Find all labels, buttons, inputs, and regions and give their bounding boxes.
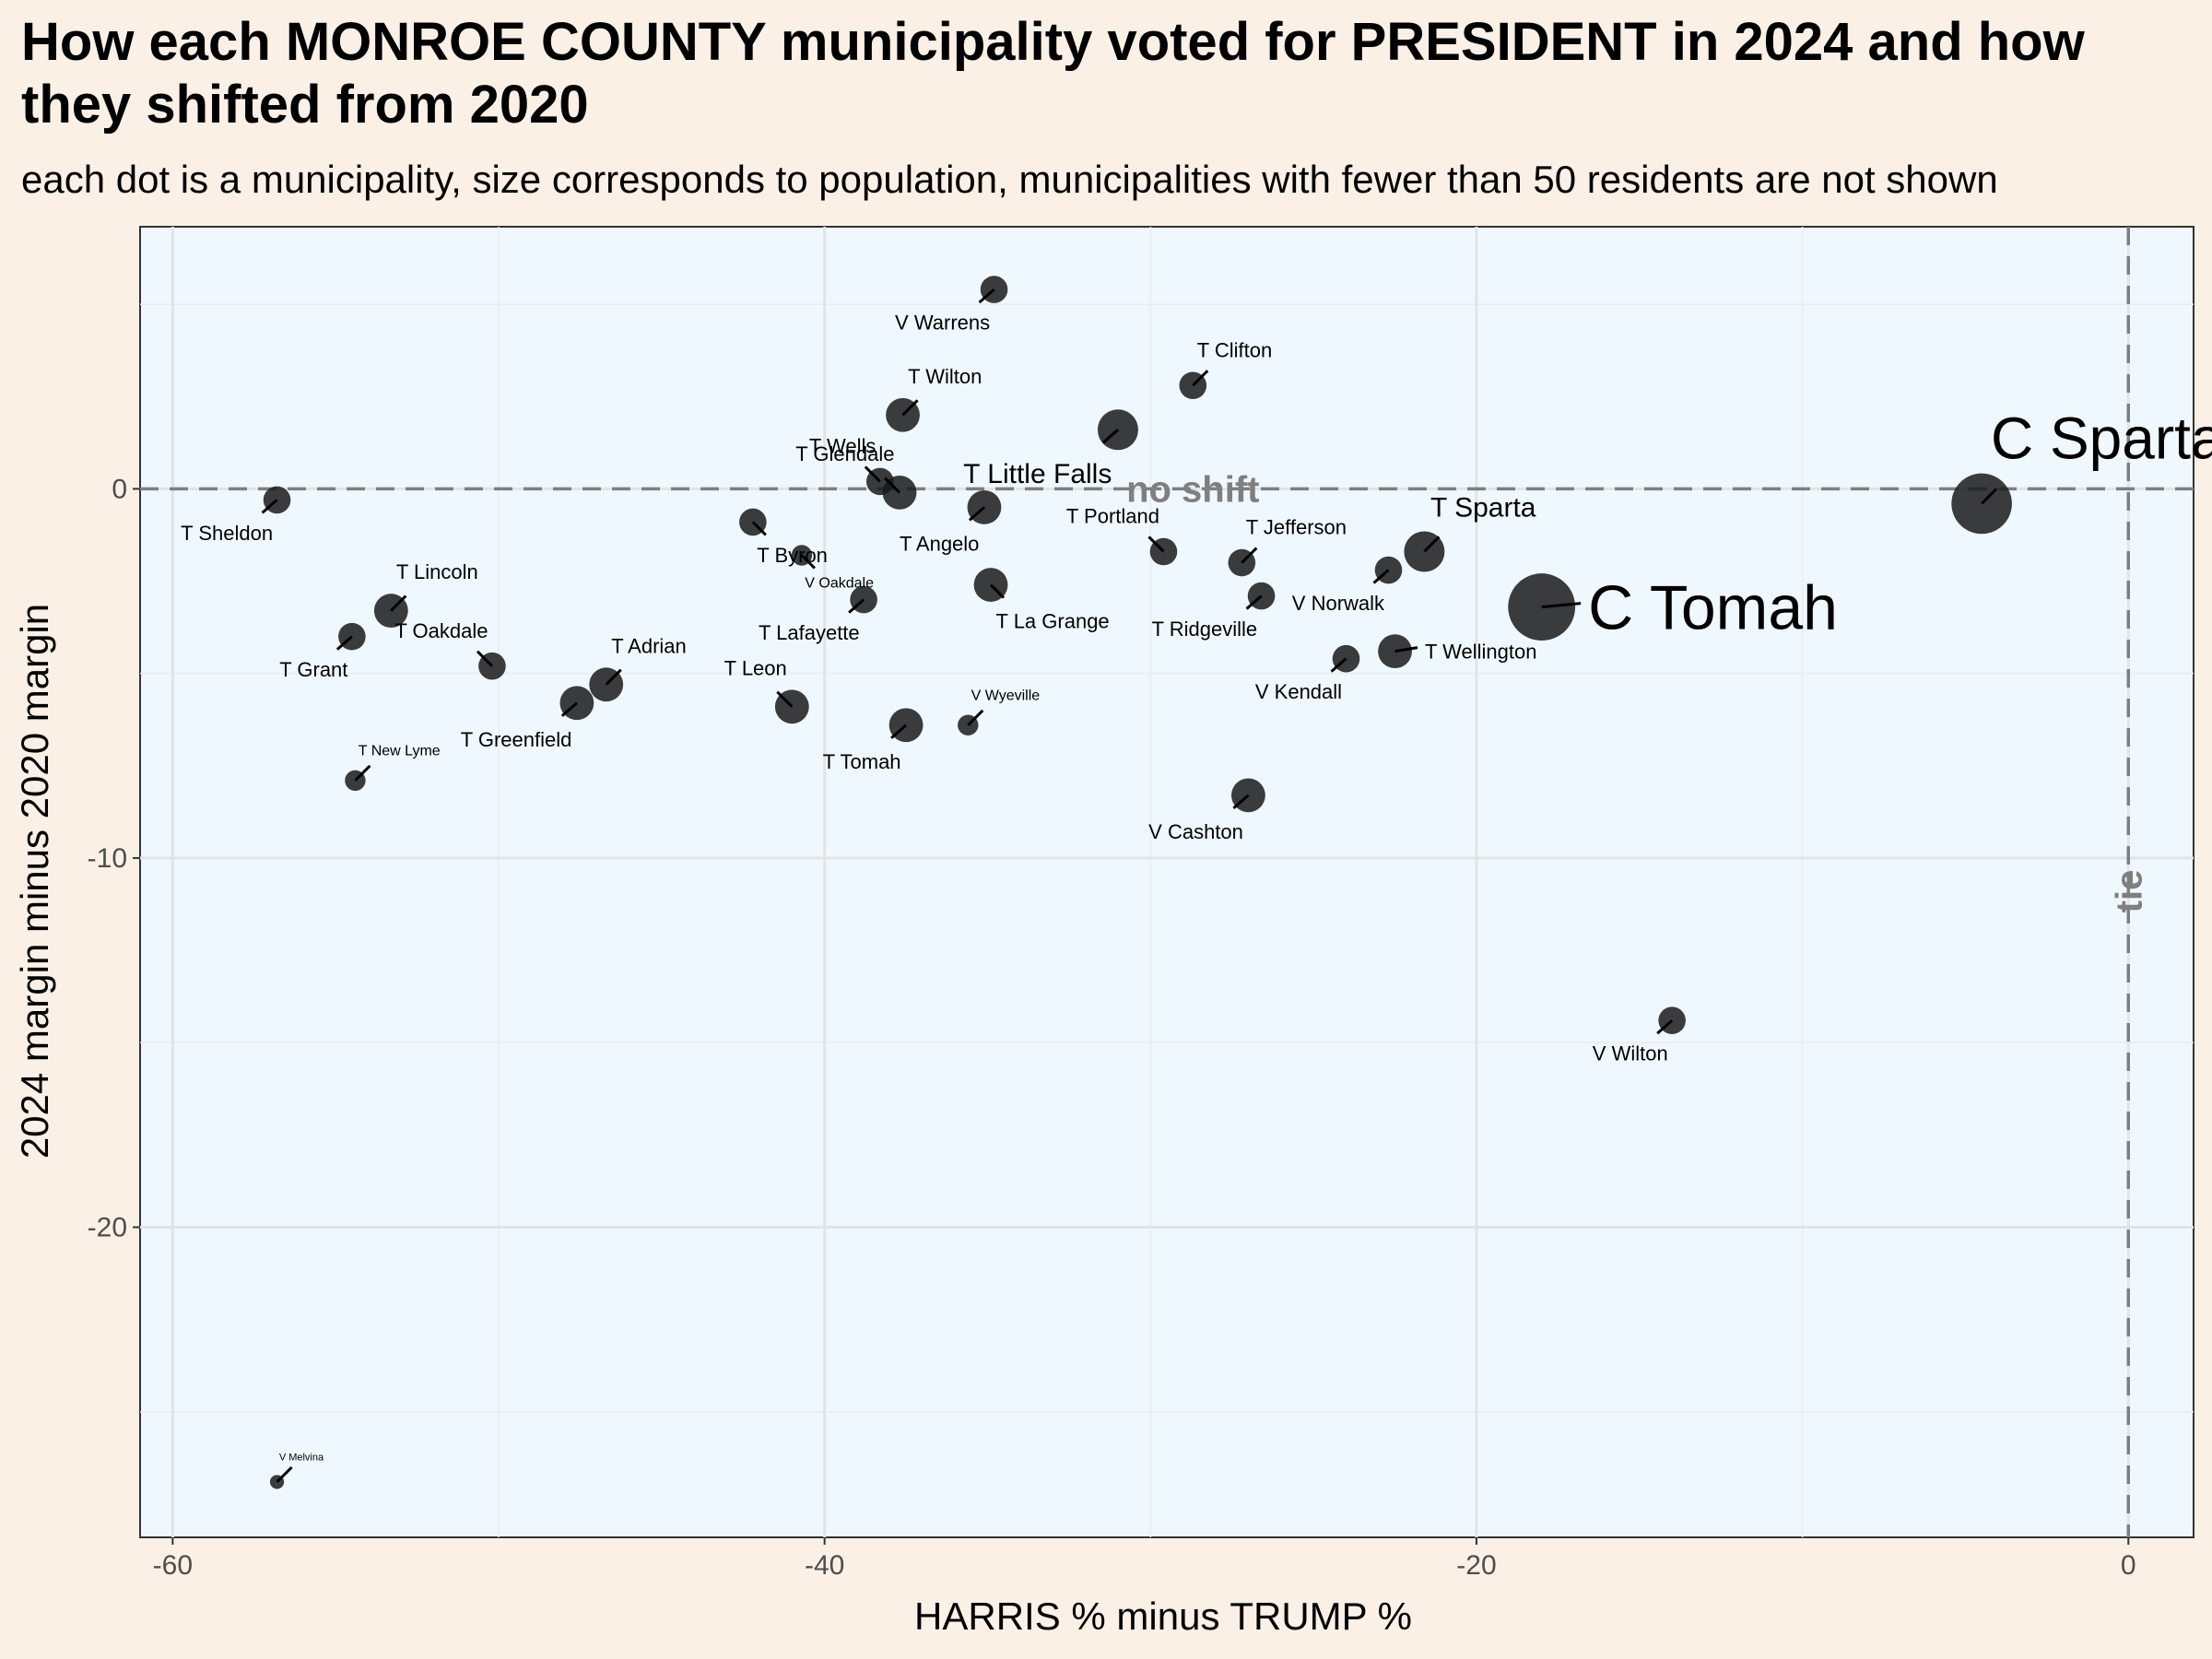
leader-line — [989, 583, 1006, 599]
y-tick-label: 0 — [112, 474, 127, 504]
chart-subtitle: each dot is a municipality, size corresp… — [21, 158, 1998, 201]
point-label: V Norwalk — [1292, 592, 1385, 615]
leader-line — [1241, 547, 1258, 564]
x-tick-label: -40 — [805, 1550, 844, 1581]
point-label: T Portland — [1066, 505, 1159, 528]
point-label: T Sparta — [1430, 492, 1536, 523]
y-axis-title: 2024 margin minus 2020 margin — [13, 604, 56, 1159]
leader-line — [751, 521, 767, 536]
leader-line — [1232, 794, 1250, 809]
leader-line — [864, 465, 881, 483]
leader-line — [901, 399, 919, 417]
point-label: V Kendall — [1255, 680, 1342, 703]
leader-line — [1981, 488, 1998, 505]
point-label: T Lincoln — [396, 560, 478, 583]
point-label: T Leon — [724, 656, 787, 679]
y-tick-label: -20 — [88, 1213, 127, 1243]
x-tick-label: 0 — [2121, 1550, 2136, 1581]
point-label: T Sheldon — [181, 522, 273, 545]
leader-line — [354, 764, 371, 782]
point-label: T Wells — [809, 435, 877, 458]
leader-line — [968, 506, 985, 522]
leader-line — [1101, 429, 1119, 444]
leader-line — [1541, 602, 1582, 609]
leader-line — [1192, 370, 1209, 387]
leader-line — [560, 701, 578, 717]
chart-title: How each MONROE COUNTY municipality vote… — [21, 12, 2085, 135]
point-label: T La Grange — [996, 610, 1110, 633]
plot-panel — [139, 226, 2194, 1538]
x-tick-label: -20 — [1456, 1550, 1496, 1581]
leader-line — [605, 668, 622, 686]
point-label: V Oakdale — [805, 575, 874, 591]
point-label: T Wellington — [1425, 640, 1536, 663]
leader-line — [476, 650, 494, 667]
point-label: T Byron — [757, 544, 828, 567]
point-label: T Adrian — [611, 634, 687, 657]
point-label: C Tomah — [1588, 572, 1838, 642]
axis-ticks: -60 -40 -20 0 -20 -10 0 — [88, 474, 2136, 1581]
leader-line — [276, 1465, 293, 1483]
point-labels: V Warrens T Clifton T Wilton T Little Falls… — [181, 312, 2212, 1464]
leader-line — [1372, 569, 1390, 584]
leader-line — [1245, 594, 1263, 610]
point-label: C Sparta — [1991, 406, 2212, 472]
point-label: T Tomah — [823, 750, 901, 773]
data-points — [261, 276, 2012, 1489]
reference-lines: no shift tie — [140, 227, 2194, 1537]
leader-line — [1330, 657, 1347, 673]
y-tick-label: -10 — [88, 843, 127, 874]
x-tick-label: -60 — [153, 1550, 193, 1581]
leader-line — [335, 635, 353, 651]
point-label: T Oakdale — [394, 619, 488, 642]
leader-line — [978, 288, 995, 304]
leader-line — [1656, 1019, 1674, 1035]
leader-line — [776, 690, 794, 708]
leader-line — [390, 594, 407, 612]
leader-line — [261, 499, 278, 514]
point-label: V Cashton — [1148, 820, 1243, 843]
point-label: T Greenfield — [461, 728, 572, 751]
point-label: T Angelo — [900, 533, 979, 556]
point-label: T Jefferson — [1246, 516, 1347, 539]
point-label: V Melvina — [279, 1452, 324, 1463]
leader-line — [1147, 535, 1165, 553]
point-label: V Warrens — [895, 312, 990, 335]
point-label: T Glendale — [795, 442, 894, 465]
point-label: T Little Falls — [963, 459, 1112, 489]
leader-line — [967, 709, 984, 726]
point-label: V Wilton — [1593, 1042, 1668, 1065]
tie-label: tie — [2109, 870, 2149, 913]
point-label: T Lafayette — [759, 621, 860, 644]
x-axis-title: HARRIS % minus TRUMP % — [914, 1594, 1412, 1638]
point-label: T Clifton — [1197, 338, 1273, 361]
leader-line — [1423, 535, 1441, 553]
point-label: T Wilton — [908, 365, 982, 388]
leader-line — [848, 598, 865, 614]
point-label: T New Lyme — [359, 744, 441, 759]
point-label: T Grant — [279, 658, 347, 681]
leader-line — [883, 477, 901, 494]
leader-line — [1394, 646, 1418, 653]
leader-line — [800, 554, 816, 570]
no-shift-label: no shift — [1126, 469, 1259, 510]
leader-line — [890, 724, 908, 739]
point-label: T Ridgeville — [1152, 618, 1258, 641]
point-label: V Wyeville — [971, 688, 1041, 704]
